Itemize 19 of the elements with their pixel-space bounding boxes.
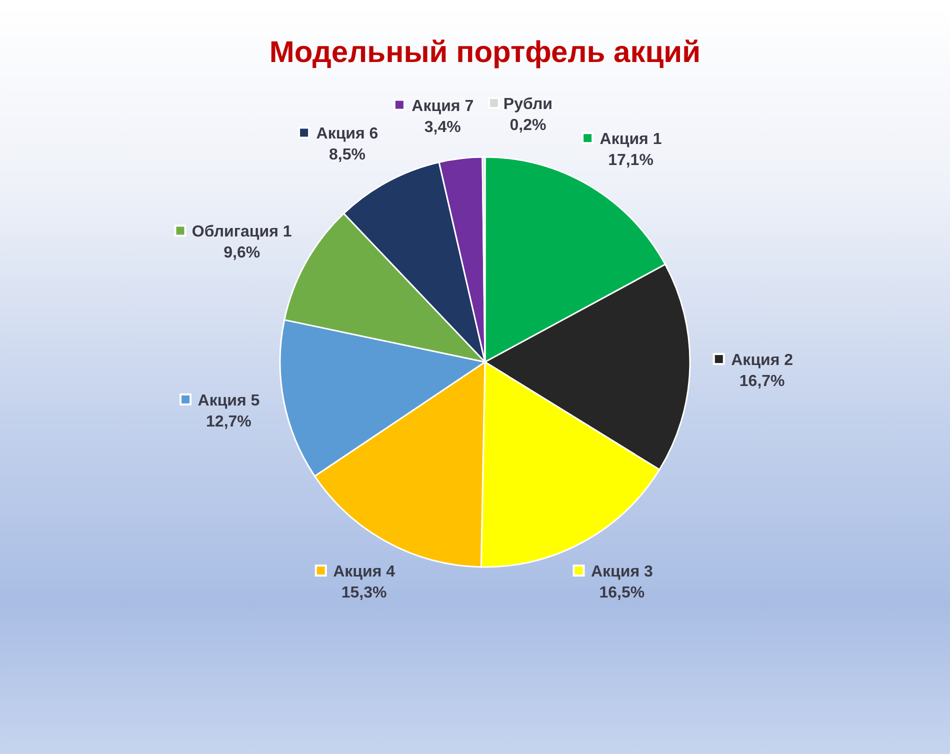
data-label: 12,7%: [206, 413, 252, 430]
data-label: 0,2%: [510, 117, 546, 134]
data-label: 16,5%: [599, 584, 645, 602]
legend-label: Акция 3: [590, 564, 653, 581]
legend-label: Акция 5: [198, 392, 260, 410]
data-label: 9,6%: [224, 244, 260, 262]
legend-label: Акция 7: [412, 98, 474, 115]
legend-label: Акция 4: [333, 564, 396, 581]
legend-label: Акция 1: [600, 131, 662, 148]
legend-label: Облигация 1: [192, 224, 292, 241]
data-label: 8,5%: [329, 146, 366, 164]
chart-title: Модельный портфель акций: [268, 36, 702, 70]
data-label: 3,4%: [424, 118, 461, 136]
data-label: 16,7%: [739, 373, 785, 390]
data-label: 17,1%: [608, 152, 654, 170]
data-label: 15,3%: [341, 584, 387, 602]
legend-label: Рубли: [503, 96, 552, 114]
legend-label: Акция 2: [731, 352, 794, 370]
legend-label: Акция 6: [316, 126, 378, 143]
